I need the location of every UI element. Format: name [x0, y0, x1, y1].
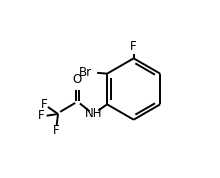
- Text: F: F: [130, 40, 137, 53]
- Text: NH: NH: [85, 108, 103, 121]
- Text: F: F: [41, 98, 47, 111]
- Text: F: F: [53, 124, 60, 137]
- Text: F: F: [38, 109, 45, 122]
- Text: Br: Br: [79, 66, 92, 79]
- Text: O: O: [73, 73, 82, 86]
